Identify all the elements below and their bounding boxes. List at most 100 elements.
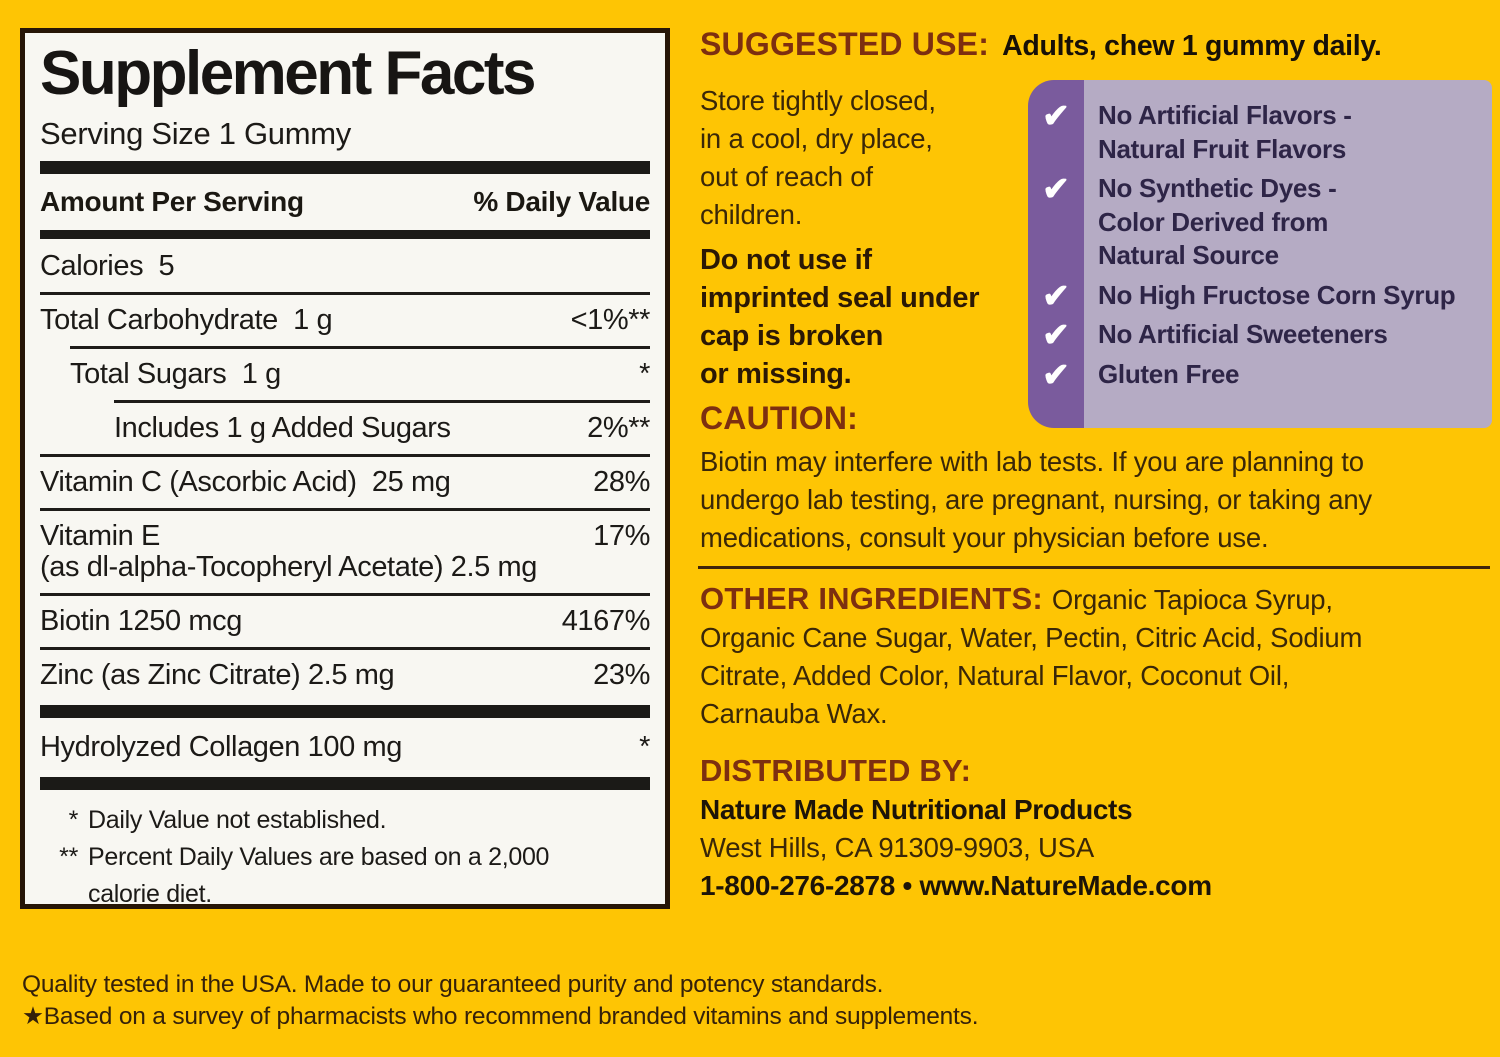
seal-warning-line: imprinted seal under [700,282,980,314]
checklist-item-no-artificial-flavors: ✔ No Artificial Flavors - Natural Fruit … [1028,99,1486,166]
row-name: Calories 5 [40,249,175,282]
row-name: Total Sugars 1 g [70,357,281,390]
storage-line: children. [700,199,803,230]
row-name: Biotin 1250 mcg [40,604,242,637]
section-divider [698,566,1490,569]
table-row-zinc: Zinc (as Zinc Citrate) 2.5 mg 23% [40,650,650,701]
footnote-text: Percent Daily Values are based on a 2,00… [88,842,550,871]
table-row-calories: Calories 5 [40,241,650,292]
check-icon: ✔ [1042,276,1070,314]
checklist-line: No High Fructose Corn Syrup [1098,279,1456,310]
benefits-checklist: ✔ No Artificial Flavors - Natural Fruit … [1028,80,1492,428]
suggested-use: SUGGESTED USE: Adults, chew 1 gummy dail… [700,26,1382,63]
distributed-by-heading: DISTRIBUTED BY: [700,753,972,788]
checklist-item-text: No High Fructose Corn Syrup [1084,279,1456,313]
row-separator [40,507,650,511]
row-name: Hydrolyzed Collagen 100 mg [40,730,402,763]
table-row-biotin: Biotin 1250 mcg 4167% [40,596,650,647]
row-separator [40,291,650,295]
row-name: Includes 1 g Added Sugars [114,411,451,444]
suggested-use-heading: SUGGESTED USE: [700,26,990,62]
row-separator [114,399,650,403]
footnote-calorie-diet: calorie diet. [40,876,650,908]
check-icon: ✔ [1042,170,1070,207]
footnotes: * Daily Value not established. ** Percen… [40,794,650,908]
seal-warning-line: cap is broken [700,320,884,352]
footnote-marker [40,876,88,904]
table-header: Amount Per Serving % Daily Value [40,178,650,226]
row-value: 28% [593,465,650,498]
row-separator [40,453,650,457]
table-row-hydrolyzed-collagen: Hydrolyzed Collagen 100 mg * [40,722,650,773]
distributed-by: DISTRIBUTED BY: Nature Made Nutritional … [700,751,1212,905]
other-ingredients: OTHER INGREDIENTS: Organic Tapioca Syrup,… [700,580,1490,733]
row-name: Total Carbohydrate 1 g [40,303,333,336]
storage-line: Store tightly closed, [700,85,936,116]
phone-and-website: 1-800-276-2878 • www.NatureMade.com [700,870,1212,901]
row-separator [40,592,650,596]
medium-divider-bar [40,229,650,239]
checklist-line: No Synthetic Dyes - [1098,173,1337,203]
storage-line: in a cool, dry place, [700,123,933,154]
row-subtext: (as dl-alpha-Tocopheryl Acetate) 2.5 mg [40,550,537,583]
ingredients-line: Carnauba Wax. [700,698,888,729]
footer-line-survey: ★Based on a survey of pharmacists who re… [22,1003,979,1030]
storage-line: out of reach of [700,161,873,192]
checklist-line: Natural Source [1098,240,1279,270]
serving-size: Serving Size 1 Gummy [40,115,351,151]
checklist-item-no-synthetic-dyes: ✔ No Synthetic Dyes - Color Derived from… [1028,172,1486,273]
row-name: Vitamin E [40,519,160,552]
header-daily-value: % Daily Value [473,185,650,217]
checklist-item-text: Gluten Free [1084,358,1239,392]
row-value: <1%** [570,303,651,336]
footnote-percent-daily-values: ** Percent Daily Values are based on a 2… [40,839,650,876]
footer-line-quality: Quality tested in the USA. Made to our g… [22,971,884,998]
ingredients-line: Citrate, Added Color, Natural Flavor, Co… [700,660,1290,691]
header-amount-per-serving: Amount Per Serving [40,185,304,217]
thick-divider-bar [40,704,650,718]
supplement-facts-panel: Supplement Facts Serving Size 1 Gummy Am… [20,28,670,909]
row-value: 23% [593,658,650,691]
table-row-vitamin-c: Vitamin C (Ascorbic Acid) 25 mg 28% [40,457,650,508]
checklist-line: No Artificial Flavors - [1098,100,1352,130]
caution-heading: CAUTION: [700,400,859,436]
suggested-use-text: Adults, chew 1 gummy daily. [1002,30,1382,62]
caution-line: Biotin may interfere with lab tests. If … [700,446,1364,477]
row-separator [40,646,650,650]
checklist-item-no-artificial-sweeteners: ✔ No Artificial Sweeteners [1028,318,1486,352]
checklist-item-gluten-free: ✔ Gluten Free [1028,358,1486,392]
checklist-item-text: No Artificial Sweeteners [1084,318,1388,352]
row-value: 4167% [561,604,651,637]
checklist-line: Natural Fruit Flavors [1098,133,1346,164]
table-row-total-sugars: Total Sugars 1 g * [40,349,650,400]
table-row-total-carbohydrate: Total Carbohydrate 1 g <1%** [40,295,650,346]
footnote-daily-value: * Daily Value not established. [40,802,650,839]
footnote-marker: * [68,805,79,834]
ingredients-line: Organic Cane Sugar, Water, Pectin, Citri… [700,622,1363,653]
table-row-vitamin-e: Vitamin E 17% (as dl-alpha-Tocopheryl Ac… [40,511,650,593]
footnote-marker: ** [59,842,78,871]
checklist-item-text: No Artificial Flavors - Natural Fruit Fl… [1084,99,1352,166]
row-value: * [639,730,650,763]
caution-text: Biotin may interfere with lab tests. If … [700,443,1490,557]
company-address: West Hills, CA 91309-9903, USA [700,832,1094,863]
footnote-text: calorie diet. [88,879,212,908]
caution-line: medications, consult your physician befo… [700,522,1269,553]
footer-notes: Quality tested in the USA. Made to our g… [22,969,979,1033]
checklist-line: Color Derived from [1098,206,1329,237]
seal-warning: Do not use if imprinted seal under cap i… [700,241,980,393]
checklist-item-text: No Synthetic Dyes - Color Derived from N… [1084,172,1337,273]
table-row-added-sugars: Includes 1 g Added Sugars 2%** [40,403,650,454]
row-name: Zinc (as Zinc Citrate) 2.5 mg [40,658,395,691]
storage-instructions: Store tightly closed, in a cool, dry pla… [700,82,936,234]
row-value: 2%** [587,411,650,444]
caution-line: undergo lab testing, are pregnant, nursi… [700,484,1372,515]
row-value: 17% [593,519,650,552]
seal-warning-line: Do not use if [700,244,872,276]
other-ingredients-first-line: OTHER INGREDIENTS: Organic Tapioca Syrup, [700,580,1490,619]
seal-warning-line: or missing. [700,358,852,390]
footnote-text: Daily Value not established. [88,805,387,834]
check-icon: ✔ [1042,355,1070,393]
row-name: Vitamin C (Ascorbic Acid) 25 mg [40,465,451,498]
